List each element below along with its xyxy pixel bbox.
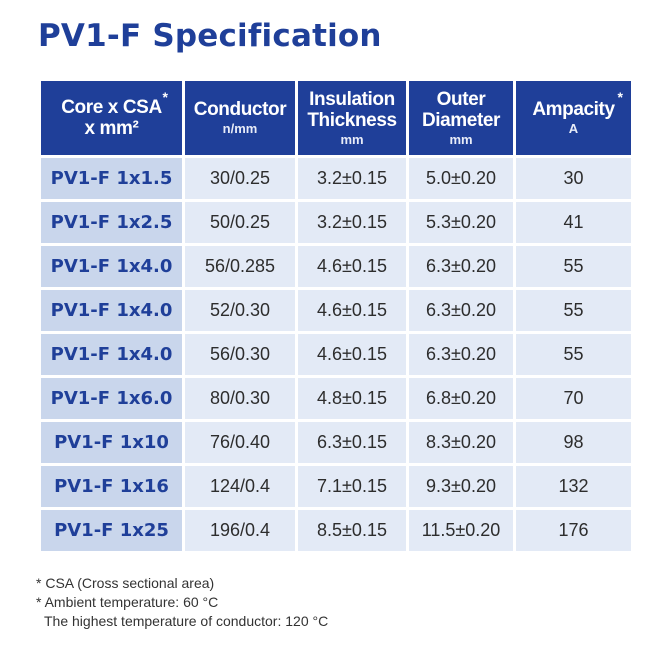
insulation-cell: 8.5±0.15: [298, 510, 406, 551]
header-insulation-line2: Thickness: [307, 109, 397, 131]
conductor-cell: 50/0.25: [185, 202, 295, 243]
footnote-conductor-temperature: The highest temperature of conductor: 12…: [44, 613, 329, 629]
header-outer-line2: Diameter: [421, 109, 501, 131]
header-ampacity-label: Ampacity: [532, 99, 615, 120]
table-row: PV1-F 1x4.0 52/0.30 4.6±0.15 6.3±0.20 55: [41, 290, 631, 331]
header-ampacity: Ampacity A *: [516, 81, 631, 155]
header-outer-unit: mm: [449, 131, 473, 147]
specification-table: Core x CSA x mm² * Conductor n/mm Insula…: [38, 78, 634, 554]
footnotes: * CSA (Cross sectional area) * Ambient t…: [36, 574, 328, 631]
insulation-cell: 3.2±0.15: [298, 202, 406, 243]
model-cell: PV1-F 1x4.0: [41, 290, 182, 331]
header-outer-diameter: Outer Diameter mm: [409, 81, 513, 155]
conductor-cell: 52/0.30: [185, 290, 295, 331]
ampacity-cell: 132: [516, 466, 631, 507]
header-conductor-label: Conductor: [193, 99, 287, 120]
outer-diameter-cell: 5.3±0.20: [409, 202, 513, 243]
ampacity-cell: 176: [516, 510, 631, 551]
table-header-row: Core x CSA x mm² * Conductor n/mm Insula…: [41, 81, 631, 155]
header-conductor: Conductor n/mm: [185, 81, 295, 155]
model-cell: PV1-F 1x2.5: [41, 202, 182, 243]
table-row: PV1-F 1x25 196/0.4 8.5±0.15 11.5±0.20 176: [41, 510, 631, 551]
footnote-csa: * CSA (Cross sectional area): [36, 575, 215, 591]
conductor-cell: 80/0.30: [185, 378, 295, 419]
insulation-cell: 6.3±0.15: [298, 422, 406, 463]
model-cell: PV1-F 1x1.5: [41, 158, 182, 199]
header-ampacity-unit: A: [568, 121, 579, 136]
ampacity-cell: 55: [516, 290, 631, 331]
model-cell: PV1-F 1x10: [41, 422, 182, 463]
conductor-cell: 30/0.25: [185, 158, 295, 199]
table-row: PV1-F 1x10 76/0.40 6.3±0.15 8.3±0.20 98: [41, 422, 631, 463]
insulation-cell: 4.6±0.15: [298, 246, 406, 287]
table-row: PV1-F 1x4.0 56/0.285 4.6±0.15 6.3±0.20 55: [41, 246, 631, 287]
model-cell: PV1-F 1x4.0: [41, 334, 182, 375]
conductor-cell: 56/0.285: [185, 246, 295, 287]
outer-diameter-cell: 9.3±0.20: [409, 466, 513, 507]
ampacity-cell: 55: [516, 334, 631, 375]
model-cell: PV1-F 1x6.0: [41, 378, 182, 419]
ampacity-cell: 55: [516, 246, 631, 287]
header-conductor-unit: n/mm: [222, 121, 258, 136]
insulation-cell: 4.6±0.15: [298, 290, 406, 331]
table-row: PV1-F 1x6.0 80/0.30 4.8±0.15 6.8±0.20 70: [41, 378, 631, 419]
insulation-cell: 4.6±0.15: [298, 334, 406, 375]
ampacity-cell: 98: [516, 422, 631, 463]
outer-diameter-cell: 11.5±0.20: [409, 510, 513, 551]
ampacity-cell: 41: [516, 202, 631, 243]
header-insulation-thickness: Insulation Thickness mm: [298, 81, 406, 155]
page-title: PV1-F Specification: [38, 18, 382, 54]
footnote-star: *: [162, 89, 168, 105]
insulation-cell: 7.1±0.15: [298, 466, 406, 507]
footnote-ambient-temperature: * Ambient temperature: 60 °C: [36, 594, 219, 610]
header-insulation-line1: Insulation: [309, 88, 395, 110]
header-outer-line1: Outer: [436, 88, 486, 110]
model-cell: PV1-F 1x4.0: [41, 246, 182, 287]
outer-diameter-cell: 8.3±0.20: [409, 422, 513, 463]
model-cell: PV1-F 1x25: [41, 510, 182, 551]
model-cell: PV1-F 1x16: [41, 466, 182, 507]
table-row: PV1-F 1x4.0 56/0.30 4.6±0.15 6.3±0.20 55: [41, 334, 631, 375]
outer-diameter-cell: 6.8±0.20: [409, 378, 513, 419]
conductor-cell: 124/0.4: [185, 466, 295, 507]
header-core-csa-line2: x mm²: [84, 118, 139, 139]
outer-diameter-cell: 6.3±0.20: [409, 334, 513, 375]
table-row: PV1-F 1x1.5 30/0.25 3.2±0.15 5.0±0.20 30: [41, 158, 631, 199]
conductor-cell: 76/0.40: [185, 422, 295, 463]
insulation-cell: 4.8±0.15: [298, 378, 406, 419]
outer-diameter-cell: 6.3±0.20: [409, 290, 513, 331]
table-row: PV1-F 1x16 124/0.4 7.1±0.15 9.3±0.20 132: [41, 466, 631, 507]
header-core-csa-line1: Core x CSA: [61, 97, 162, 118]
table-row: PV1-F 1x2.5 50/0.25 3.2±0.15 5.3±0.20 41: [41, 202, 631, 243]
conductor-cell: 196/0.4: [185, 510, 295, 551]
header-core-csa: Core x CSA x mm² *: [41, 81, 182, 155]
outer-diameter-cell: 5.0±0.20: [409, 158, 513, 199]
insulation-cell: 3.2±0.15: [298, 158, 406, 199]
ampacity-cell: 70: [516, 378, 631, 419]
footnote-star: *: [617, 89, 623, 105]
outer-diameter-cell: 6.3±0.20: [409, 246, 513, 287]
ampacity-cell: 30: [516, 158, 631, 199]
header-insulation-unit: mm: [340, 131, 364, 147]
conductor-cell: 56/0.30: [185, 334, 295, 375]
